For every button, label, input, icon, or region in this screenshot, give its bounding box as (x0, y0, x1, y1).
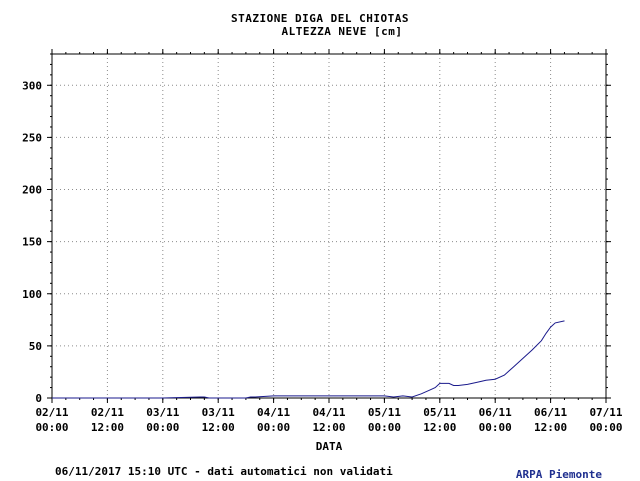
x-tick-label-date: 06/11 (479, 406, 512, 419)
x-tick-label-date: 07/11 (589, 406, 622, 419)
y-tick-label: 50 (29, 340, 42, 353)
y-tick-label: 200 (22, 184, 42, 197)
x-tick-label-date: 06/11 (534, 406, 567, 419)
x-axis-label: DATA (316, 440, 343, 453)
agency-name: ARPA Piemonte (515, 468, 602, 481)
x-tick-label-time: 00:00 (368, 421, 401, 434)
x-tick-label-date: 05/11 (368, 406, 401, 419)
x-tick-label-date: 02/11 (35, 406, 68, 419)
x-tick-label-date: 04/11 (312, 406, 345, 419)
x-tick-label-date: 04/11 (257, 406, 290, 419)
x-tick-label-date: 02/11 (91, 406, 124, 419)
x-tick-label-time: 00:00 (589, 421, 622, 434)
chart-subtitle: ALTEZZA NEVE [cm] (281, 25, 403, 38)
chart-title: STAZIONE DIGA DEL CHIOTAS (230, 12, 410, 25)
x-tick-label-time: 12:00 (312, 421, 345, 434)
y-tick-label: 150 (22, 236, 42, 249)
y-tick-label: 250 (22, 131, 42, 144)
y-tick-label: 0 (35, 392, 42, 405)
timestamp-note: 06/11/2017 15:10 UTC - dati automatici n… (55, 465, 393, 478)
x-tick-label-time: 12:00 (534, 421, 567, 434)
x-tick-label-time: 00:00 (479, 421, 512, 434)
y-tick-label: 100 (22, 288, 42, 301)
x-tick-label-time: 12:00 (91, 421, 124, 434)
x-tick-label-time: 00:00 (257, 421, 290, 434)
x-tick-label-date: 03/11 (146, 406, 179, 419)
x-tick-label-date: 05/11 (423, 406, 456, 419)
x-tick-label-time: 12:00 (202, 421, 235, 434)
series-line-snow-depth (52, 320, 565, 399)
y-tick-label: 300 (22, 79, 42, 92)
x-tick-label-time: 12:00 (423, 421, 456, 434)
x-tick-label-date: 03/11 (202, 406, 235, 419)
x-tick-label-time: 00:00 (35, 421, 68, 434)
x-tick-label-time: 00:00 (146, 421, 179, 434)
